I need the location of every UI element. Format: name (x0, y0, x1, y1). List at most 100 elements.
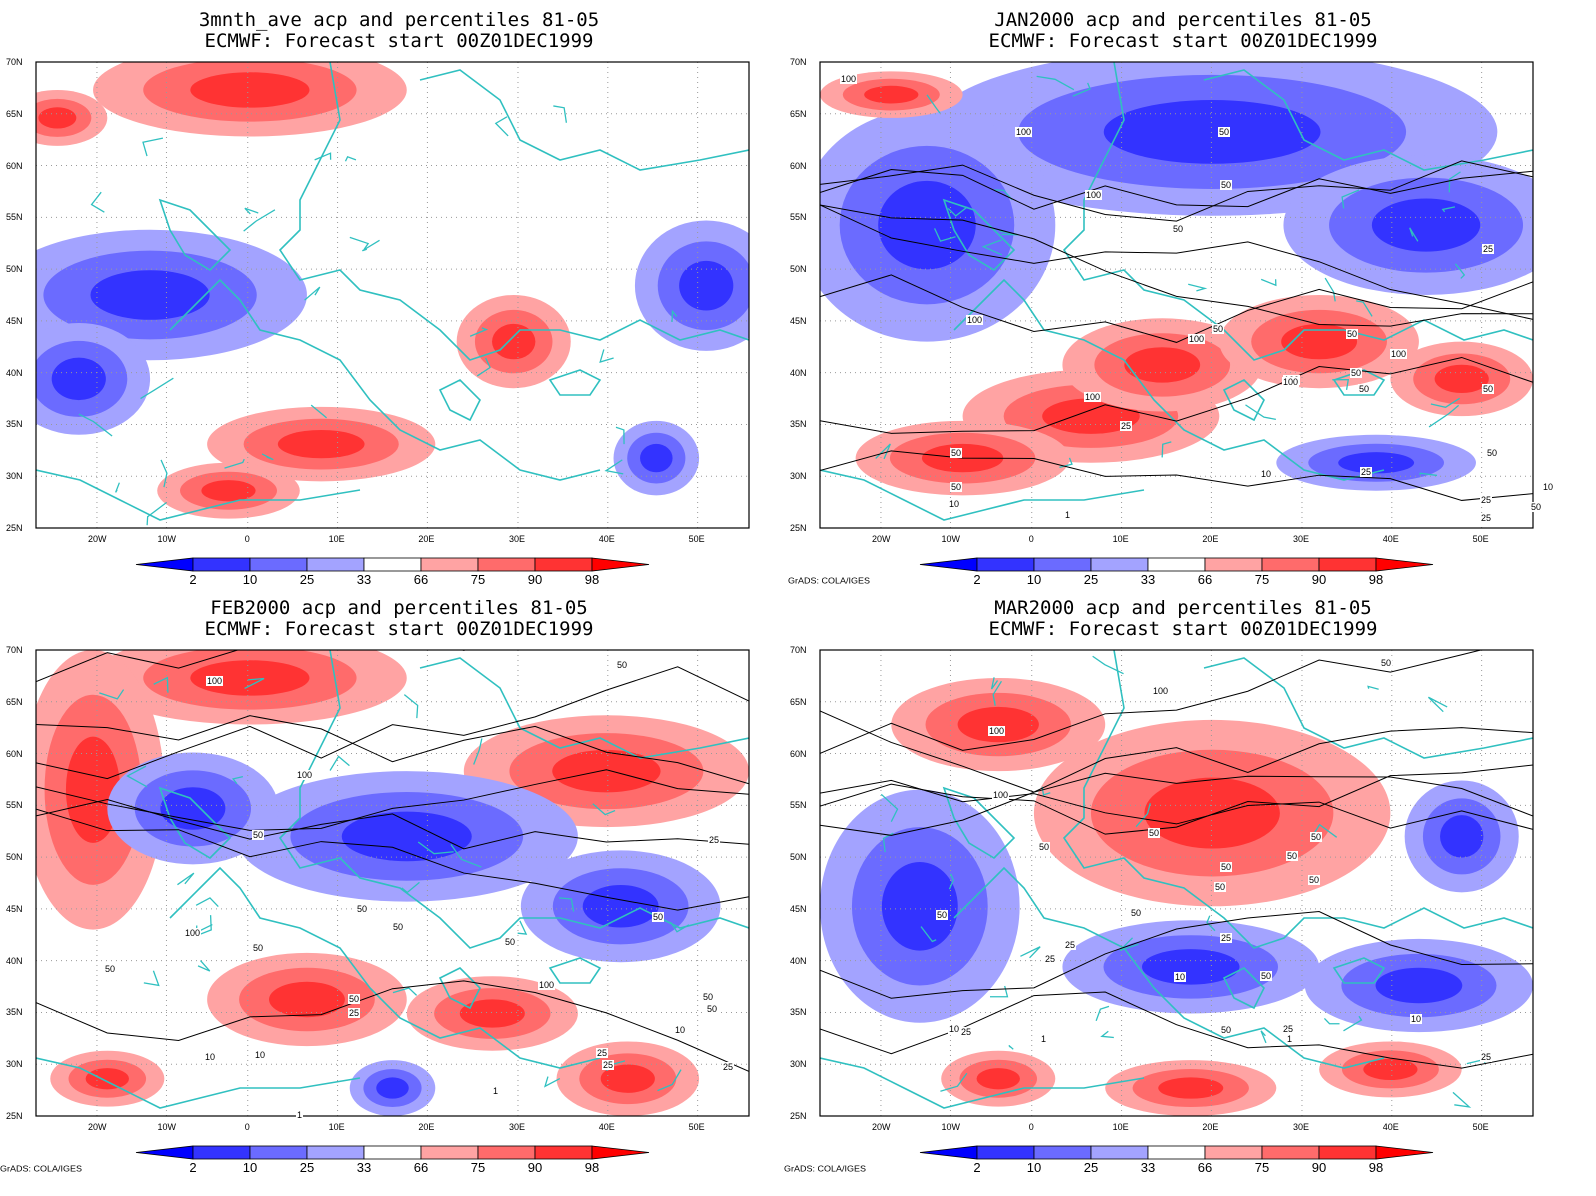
contour-label: 50 (1212, 324, 1225, 334)
contour-label: 50 (1214, 882, 1227, 892)
country-border (160, 459, 168, 488)
country-border (604, 459, 624, 475)
lon-label: 40E (1382, 1122, 1399, 1132)
country-border (1409, 227, 1419, 242)
positive-anomaly-area (190, 72, 310, 108)
positive-anomaly-area (864, 85, 919, 104)
country-border (1072, 82, 1091, 97)
map-plot (819, 61, 1534, 572)
negative-anomaly-area (90, 270, 210, 320)
lon-label: 20W (871, 1122, 891, 1132)
coastline (158, 786, 232, 860)
negative-anomaly-area (679, 260, 734, 311)
lat-label: 55N (790, 212, 807, 223)
contour-label: 100 (840, 74, 858, 84)
panel-title: JAN2000 acp and percentiles 81-05 (994, 9, 1372, 31)
country-border (1020, 946, 1041, 959)
contour-label: 50 (1220, 1025, 1233, 1035)
country-border (1119, 937, 1139, 952)
lon-label: 0 (1028, 1122, 1034, 1132)
map-panel-p3: FEB2000 acp and percentiles 81-05 ECMWF: … (0, 588, 798, 1186)
contour-label: 50 (1038, 842, 1051, 852)
country-border (99, 689, 125, 700)
coastline (158, 198, 232, 272)
grads-credit: GrADS: COLA/IGES (0, 1164, 83, 1174)
contour-label: 50 (1220, 180, 1233, 190)
country-border (1260, 1030, 1267, 1044)
lat-label: 70N (6, 645, 23, 655)
country-border (304, 286, 321, 301)
colorbar-label: 10 (242, 1160, 258, 1175)
lat-label: 70N (6, 57, 23, 67)
country-border (1095, 1005, 1110, 1022)
colorbar-label: 66 (413, 1160, 429, 1175)
coastline (548, 957, 602, 984)
country-border (934, 228, 956, 242)
contour-line (36, 980, 749, 1072)
lon-label: 50E (1472, 534, 1489, 544)
coastline (942, 786, 1016, 860)
coastline (953, 866, 1385, 1069)
colorbar-label: 25 (1083, 572, 1099, 587)
country-border (473, 738, 483, 765)
positive-anomaly-area (190, 660, 310, 696)
country-border (543, 1076, 561, 1088)
lat-label: 65N (6, 108, 23, 119)
colorbar-label: 10 (1026, 1160, 1042, 1175)
contour-line (36, 798, 749, 850)
contour-label: 25 (722, 1062, 735, 1072)
contour-label: 25 (1480, 513, 1493, 523)
lat-label: 40N (6, 367, 23, 378)
country-border (476, 357, 491, 377)
country-border (143, 970, 160, 987)
contour-label: 25 (596, 1048, 609, 1058)
country-border (401, 881, 420, 894)
lat-label: 25N (6, 1111, 23, 1121)
contour-line (820, 274, 1533, 343)
lon-label: 30E (508, 1122, 525, 1132)
colorbar-segment (1261, 1145, 1320, 1160)
contour-label: 25 (1064, 940, 1077, 950)
colorbar-segment (1090, 557, 1149, 572)
contour-label: 50 (1486, 448, 1499, 458)
colorbar-segment (477, 557, 536, 572)
lon-label: 0 (244, 534, 250, 544)
country-border (450, 844, 482, 868)
contour-label: 100 (184, 928, 202, 938)
colorbar-segment (1375, 1145, 1434, 1160)
country-border (1008, 1044, 1014, 1050)
coastline (36, 469, 361, 521)
contour-label: 25 (1282, 1024, 1295, 1034)
lon-label: 40E (1382, 534, 1399, 544)
lon-label: 40E (598, 1122, 615, 1132)
lon-label: 20E (418, 1122, 435, 1132)
contour-line (820, 650, 1483, 754)
map-frame (35, 61, 750, 529)
contour-line (820, 991, 1533, 1069)
lon-label: 10W (157, 534, 176, 544)
lon-label: 40E (598, 534, 615, 544)
country-border (1161, 441, 1172, 458)
positive-anomaly-area (201, 480, 256, 502)
positive-anomaly-area (38, 107, 77, 129)
lat-label: 60N (6, 160, 23, 171)
lat-label: 30N (790, 1059, 807, 1070)
positive-anomaly-area (957, 706, 1039, 743)
lat-label: 70N (790, 645, 807, 655)
coastline (438, 967, 481, 1010)
colorbar (135, 557, 650, 572)
map-frame (819, 649, 1534, 1117)
colorbar-label: 33 (356, 572, 372, 587)
lon-label: 10E (328, 1122, 345, 1132)
country-border (1441, 206, 1456, 213)
negative-anomaly-area (51, 357, 106, 401)
lon-label: 30E (1292, 1122, 1309, 1132)
colorbar-segment (976, 1145, 1035, 1160)
lat-label: 60N (6, 748, 23, 759)
coastline (942, 198, 1016, 272)
colorbar-segment (420, 1145, 479, 1160)
colorbar-label: 25 (299, 572, 315, 587)
map-plot (35, 61, 750, 572)
colorbar-segment (591, 557, 650, 572)
contour-line (820, 779, 1533, 830)
